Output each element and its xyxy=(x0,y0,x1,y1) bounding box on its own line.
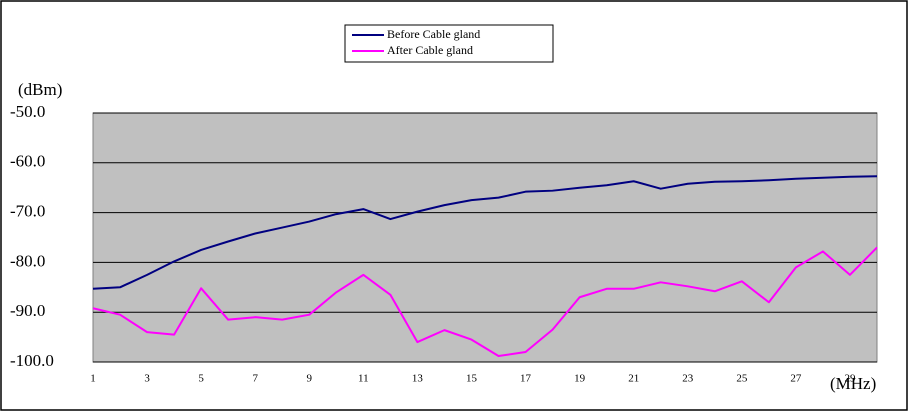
x-tick-label: 23 xyxy=(682,373,694,385)
legend-label: Before Cable gland xyxy=(387,27,480,41)
series-line xyxy=(92,246,878,358)
y-tick-label: -70.0 xyxy=(10,202,45,221)
y-tick-label: -100.0 xyxy=(10,351,54,370)
y-axis-label: (dBm) xyxy=(18,80,62,99)
legend-box xyxy=(344,24,554,63)
x-tick-label: 19 xyxy=(574,373,586,385)
x-tick-label: 27 xyxy=(790,373,802,385)
x-tick-label: 29 xyxy=(844,373,856,385)
x-tick-label: 21 xyxy=(628,373,639,385)
x-tick-label: 9 xyxy=(307,373,313,385)
y-tick-label: -80.0 xyxy=(10,251,45,270)
y-tick-label: -50.0 xyxy=(10,102,45,121)
plot-area xyxy=(92,112,878,363)
series-line xyxy=(92,175,878,290)
x-tick-label: 7 xyxy=(252,373,258,385)
x-tick-label: 25 xyxy=(736,373,748,385)
legend-label: After Cable gland xyxy=(387,43,473,57)
x-tick-label: 1 xyxy=(90,373,96,385)
x-tick-label: 13 xyxy=(412,373,424,385)
x-tick-label: 11 xyxy=(358,373,369,385)
x-tick-label: 17 xyxy=(520,373,532,385)
x-axis-label: (MHz) xyxy=(830,374,876,393)
x-tick-label: 15 xyxy=(466,373,478,385)
y-tick-label: -60.0 xyxy=(10,152,45,171)
x-tick-label: 3 xyxy=(144,373,150,385)
y-tick-label: -90.0 xyxy=(10,301,45,320)
x-tick-label: 5 xyxy=(198,373,204,385)
